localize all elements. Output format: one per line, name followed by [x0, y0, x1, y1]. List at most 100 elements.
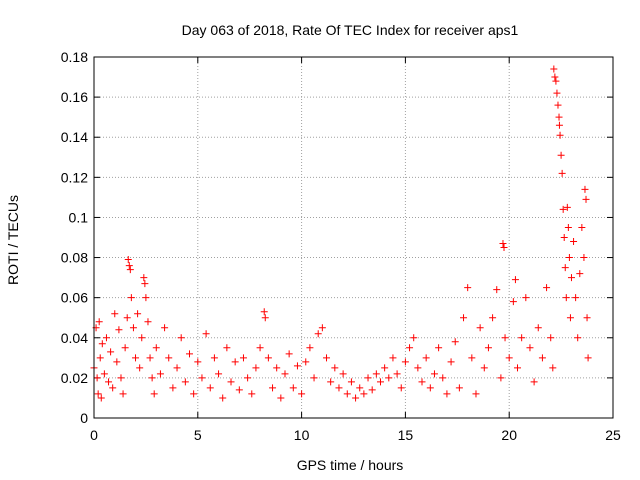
- data-point-marker: [156, 370, 164, 378]
- data-point-marker: [480, 364, 488, 372]
- data-point-marker: [161, 324, 169, 332]
- data-point-marker: [126, 266, 134, 274]
- data-point-marker: [121, 344, 129, 352]
- data-point-marker: [435, 344, 443, 352]
- data-point-marker: [501, 334, 509, 342]
- y-tick-label: 0.1: [69, 209, 89, 225]
- data-point-marker: [281, 370, 289, 378]
- x-tick-label: 20: [501, 427, 517, 443]
- data-point-marker: [141, 280, 149, 288]
- data-point-marker: [567, 274, 575, 282]
- data-point-marker: [124, 256, 132, 264]
- y-tick-label: 0.16: [61, 89, 88, 105]
- grid-lines: [94, 57, 613, 418]
- data-point-marker: [264, 354, 272, 362]
- data-point-marker: [227, 378, 235, 386]
- data-point-marker: [426, 384, 434, 392]
- y-tick-label: 0.12: [61, 169, 88, 185]
- data-point-marker: [500, 244, 508, 252]
- data-point-marker: [581, 185, 589, 193]
- data-point-marker: [96, 354, 104, 362]
- data-point-marker: [418, 378, 426, 386]
- data-point-marker: [252, 364, 260, 372]
- data-point-marker: [538, 354, 546, 362]
- data-point-marker: [472, 390, 480, 398]
- data-point-marker: [127, 294, 135, 302]
- data-point-marker: [451, 338, 459, 346]
- data-point-marker: [505, 354, 513, 362]
- data-point-marker: [235, 386, 243, 394]
- data-point-marker: [248, 390, 256, 398]
- data-point-marker: [460, 314, 468, 322]
- data-point-marker: [526, 344, 534, 352]
- data-point-marker: [455, 384, 463, 392]
- data-point-marker: [468, 354, 476, 362]
- data-point-marker: [144, 318, 152, 326]
- data-point-marker: [202, 330, 210, 338]
- data-point-marker: [115, 326, 123, 334]
- data-point-marker: [314, 330, 322, 338]
- data-point-marker: [98, 340, 106, 348]
- data-point-marker: [123, 314, 131, 322]
- data-point-marker: [260, 308, 268, 316]
- data-point-marker: [551, 73, 559, 81]
- y-tick-label: 0: [80, 410, 88, 426]
- data-point-marker: [140, 274, 148, 282]
- data-point-marker: [562, 294, 570, 302]
- data-point-marker: [331, 364, 339, 372]
- data-point-marker: [368, 386, 376, 394]
- axis-ticks: [93, 56, 614, 419]
- data-point-marker: [327, 378, 335, 386]
- data-point-marker: [244, 374, 252, 382]
- data-point-marker: [558, 169, 566, 177]
- data-point-marker: [511, 276, 519, 284]
- data-point-marker: [169, 384, 177, 392]
- data-point-marker: [554, 101, 562, 109]
- data-point-marker: [564, 223, 572, 231]
- data-point-marker: [335, 384, 343, 392]
- data-point-marker: [430, 370, 438, 378]
- data-point-marker: [277, 394, 285, 402]
- data-point-marker: [518, 334, 526, 342]
- data-point-marker: [464, 284, 472, 292]
- data-point-marker: [177, 334, 185, 342]
- data-point-marker: [150, 390, 158, 398]
- data-point-marker: [138, 334, 146, 342]
- data-point-marker: [559, 205, 567, 213]
- data-point-marker: [576, 270, 584, 278]
- data-point-marker: [306, 344, 314, 352]
- data-point-marker: [372, 370, 380, 378]
- data-point-marker: [146, 354, 154, 362]
- data-point-marker: [560, 234, 568, 241]
- data-point-marker: [580, 254, 588, 262]
- data-point-marker: [534, 324, 542, 332]
- data-point-marker: [489, 314, 497, 322]
- x-axis-label: GPS time / hours: [297, 457, 404, 473]
- data-point-marker: [339, 370, 347, 378]
- data-point-marker: [530, 378, 538, 386]
- data-points: [90, 65, 592, 402]
- x-tick-label: 25: [605, 427, 621, 443]
- tick-labels: 0 5 10 15 20 25 0 0.02 0.04 0.06 0.08 0.1 0.12 0.14 0.…: [61, 49, 621, 443]
- x-tick-label: 5: [194, 427, 202, 443]
- data-point-marker: [134, 310, 142, 318]
- data-point-marker: [206, 384, 214, 392]
- y-tick-label: 0.14: [61, 129, 88, 145]
- y-axis-label: ROTI / TECUs: [5, 195, 21, 285]
- data-point-marker: [94, 390, 102, 398]
- data-point-marker: [397, 384, 405, 392]
- data-point-marker: [347, 378, 355, 386]
- data-point-marker: [572, 294, 580, 302]
- y-tick-label: 0.18: [61, 49, 88, 65]
- data-point-marker: [95, 318, 103, 326]
- data-point-marker: [493, 286, 501, 294]
- data-point-marker: [360, 390, 368, 398]
- data-point-marker: [289, 384, 297, 392]
- data-point-marker: [376, 378, 384, 386]
- data-point-marker: [185, 350, 193, 358]
- data-point-marker: [401, 358, 409, 366]
- data-point-marker: [100, 370, 108, 378]
- data-point-marker: [555, 113, 563, 121]
- data-point-marker: [125, 262, 133, 270]
